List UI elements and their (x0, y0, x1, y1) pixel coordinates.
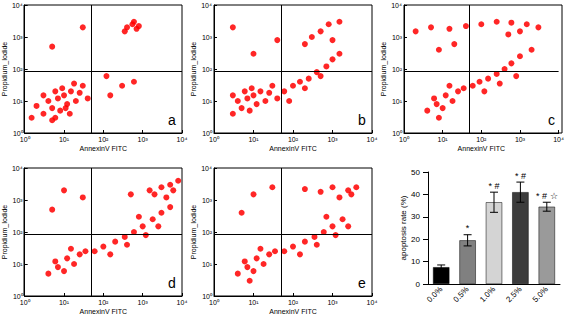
svg-text:AnnexinV FITC: AnnexinV FITC (80, 145, 127, 152)
svg-text:50: 50 (411, 168, 420, 177)
svg-text:* # ☆: * # ☆ (536, 191, 558, 201)
svg-text:10²: 10² (13, 229, 24, 236)
svg-text:*: * (466, 223, 470, 233)
svg-text:a: a (168, 112, 176, 128)
svg-text:10³: 10³ (327, 299, 338, 306)
svg-text:* #: * # (515, 171, 526, 181)
svg-text:10⁴: 10⁴ (177, 136, 188, 143)
svg-text:10⁴: 10⁴ (12, 2, 23, 9)
svg-text:10³: 10³ (138, 299, 149, 306)
svg-text:AnnexinV FITC: AnnexinV FITC (269, 145, 316, 152)
svg-text:AnnexinV FITC: AnnexinV FITC (269, 308, 316, 315)
svg-text:10⁰: 10⁰ (20, 136, 31, 143)
svg-text:10¹: 10¹ (13, 98, 24, 105)
svg-text:10: 10 (411, 257, 420, 266)
svg-text:10⁰: 10⁰ (399, 136, 410, 143)
svg-text:10³: 10³ (515, 136, 526, 143)
svg-text:10²: 10² (13, 66, 24, 73)
svg-text:10⁰: 10⁰ (202, 292, 212, 300)
svg-text:10²: 10² (288, 136, 299, 143)
svg-text:10²: 10² (288, 299, 299, 306)
svg-text:10⁰: 10⁰ (209, 136, 220, 143)
svg-text:10¹: 10¹ (202, 98, 213, 105)
svg-text:0.0%: 0.0% (425, 285, 444, 304)
svg-text:Propidium_Iodide: Propidium_Iodide (190, 42, 198, 97)
svg-text:10¹: 10¹ (202, 261, 213, 268)
svg-text:10³: 10³ (138, 136, 149, 143)
svg-text:10³: 10³ (202, 34, 213, 41)
svg-text:10⁴: 10⁴ (367, 299, 378, 306)
svg-text:1.0%: 1.0% (478, 285, 497, 304)
svg-text:30: 30 (411, 212, 420, 221)
svg-text:10¹: 10¹ (392, 98, 403, 105)
svg-text:Propidium_Iodide: Propidium_Iodide (190, 205, 198, 260)
svg-text:10¹: 10¹ (438, 136, 449, 143)
svg-text:AnnexinV FITC: AnnexinV FITC (80, 308, 127, 315)
svg-text:10³: 10³ (392, 34, 403, 41)
svg-text:10⁰: 10⁰ (392, 129, 402, 137)
svg-text:Propidium_Iodide: Propidium_Iodide (1, 42, 9, 97)
svg-text:0: 0 (416, 280, 421, 289)
svg-text:10²: 10² (392, 66, 403, 73)
svg-text:b: b (358, 112, 366, 128)
svg-text:10³: 10³ (13, 197, 24, 204)
svg-text:10⁰: 10⁰ (202, 129, 212, 137)
svg-text:10⁰: 10⁰ (12, 129, 23, 137)
svg-text:10⁴: 10⁴ (553, 136, 564, 143)
svg-text:apoptosis rate (%): apoptosis rate (%) (399, 195, 408, 260)
svg-text:10²: 10² (98, 136, 109, 143)
svg-text:10¹: 10¹ (59, 299, 70, 306)
svg-text:0.5%: 0.5% (452, 285, 471, 304)
svg-text:5.0%: 5.0% (531, 285, 550, 304)
svg-text:10³: 10³ (327, 136, 338, 143)
svg-text:c: c (548, 112, 555, 128)
svg-text:10⁰: 10⁰ (20, 299, 31, 306)
svg-text:Propidium_Iodide: Propidium_Iodide (380, 42, 388, 97)
svg-text:10⁴: 10⁴ (12, 165, 23, 172)
svg-text:e: e (358, 275, 366, 291)
svg-text:10¹: 10¹ (248, 136, 259, 143)
svg-text:10²: 10² (476, 136, 487, 143)
svg-text:10³: 10³ (202, 197, 213, 204)
svg-text:* #: * # (488, 181, 499, 191)
svg-text:10⁰: 10⁰ (12, 292, 23, 300)
svg-text:10⁴: 10⁴ (391, 2, 402, 9)
svg-text:Propidium_Iodide: Propidium_Iodide (1, 205, 9, 260)
svg-text:10¹: 10¹ (13, 261, 24, 268)
svg-text:2.5%: 2.5% (504, 285, 523, 304)
svg-text:10²: 10² (202, 229, 213, 236)
svg-text:10⁴: 10⁴ (201, 165, 212, 172)
svg-text:10¹: 10¹ (59, 136, 70, 143)
svg-text:d: d (168, 275, 176, 291)
svg-text:10¹: 10¹ (248, 299, 259, 306)
svg-text:10⁴: 10⁴ (201, 2, 212, 9)
svg-text:10⁴: 10⁴ (177, 299, 188, 306)
svg-text:20: 20 (411, 235, 420, 244)
svg-text:AnnexinV FITC: AnnexinV FITC (458, 145, 505, 152)
svg-text:10²: 10² (98, 299, 109, 306)
svg-text:10²: 10² (202, 66, 213, 73)
svg-text:40: 40 (411, 190, 420, 199)
svg-text:10³: 10³ (13, 34, 24, 41)
svg-text:10⁴: 10⁴ (367, 136, 378, 143)
svg-text:10⁰: 10⁰ (209, 299, 220, 306)
